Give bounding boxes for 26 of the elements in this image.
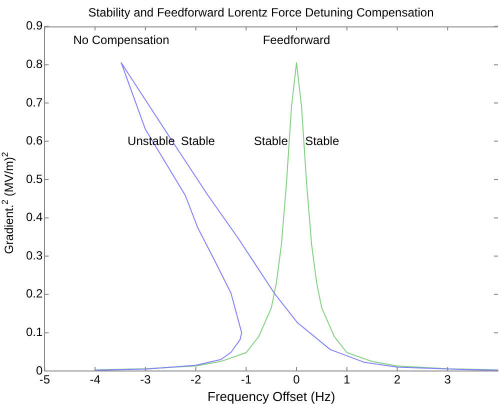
annotation: Unstable bbox=[128, 134, 176, 148]
x-axis-title: Frequency Offset (Hz) bbox=[208, 388, 336, 404]
y-tick-label: 0.5 bbox=[26, 172, 43, 186]
x-tick-label: -1 bbox=[240, 372, 252, 387]
y-tick-label: 0.6 bbox=[26, 134, 43, 148]
series-label: No Compensation bbox=[73, 33, 170, 48]
y-tick-label: 0.4 bbox=[26, 210, 43, 224]
annotation: Stable bbox=[254, 134, 288, 148]
y-tick-label: 0.7 bbox=[26, 95, 43, 110]
annotation: Stable bbox=[305, 134, 340, 148]
x-tick-label: -2 bbox=[190, 372, 202, 387]
annotation: Stable bbox=[180, 134, 216, 148]
series-label: Feedforward bbox=[262, 33, 330, 48]
y-tick-label: 0.1 bbox=[26, 325, 43, 340]
x-tick-label: 0 bbox=[293, 372, 300, 387]
y-tick-label: 0.2 bbox=[26, 286, 43, 301]
x-tick-label: 1 bbox=[344, 372, 351, 387]
y-tick-label: 0.9 bbox=[26, 18, 43, 33]
x-tick-label: 2 bbox=[394, 372, 401, 387]
y-tick-label: 0.3 bbox=[26, 248, 43, 262]
x-tick-label: 3 bbox=[444, 372, 452, 387]
chart-title: Stability and Feedforward Lorentz Force Detuning Compensation bbox=[88, 6, 434, 20]
x-tick-label: -3 bbox=[140, 372, 152, 387]
y-tick-label: 0 bbox=[36, 363, 43, 378]
x-tick-label: -4 bbox=[90, 372, 101, 387]
y-tick-label: 0.8 bbox=[26, 57, 43, 71]
